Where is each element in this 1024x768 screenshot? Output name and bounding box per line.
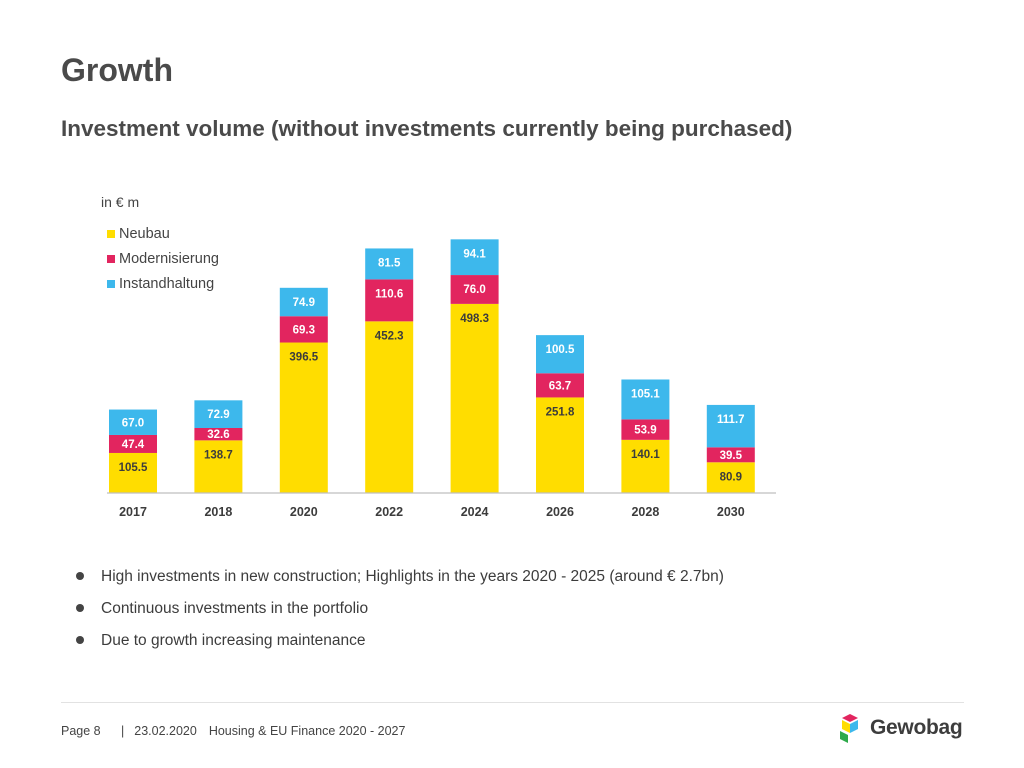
- bullet-item: Continuous investments in the portfolio: [76, 598, 776, 620]
- bar-instandhaltung-2017: [109, 409, 157, 435]
- x-tick-label-2030: 2030: [717, 505, 745, 519]
- x-tick-label-2018: 2018: [204, 505, 232, 519]
- unit-label: in € m: [101, 194, 140, 210]
- bar-instandhaltung-2026: [536, 335, 584, 374]
- bullet-item: High investments in new construction; Hi…: [76, 566, 776, 588]
- bar-neubau-2022: [365, 321, 414, 493]
- bar-modernisierung-2026: [536, 373, 584, 398]
- data-label-modernisierung-2020: 69.3: [293, 324, 315, 336]
- data-label-modernisierung-2030: 39.5: [720, 450, 743, 462]
- data-label-neubau-2018: 138.7: [204, 449, 233, 461]
- data-label-modernisierung-2024: 76.0: [463, 284, 485, 296]
- bullet-text: Due to growth increasing maintenance: [101, 632, 366, 649]
- bullet-dot-icon: [76, 572, 84, 580]
- legend-item-neubau: Neubau: [107, 221, 219, 246]
- bullet-dot-icon: [76, 636, 84, 644]
- data-label-modernisierung-2026: 63.7: [549, 380, 571, 392]
- bar-neubau-2018: [194, 440, 243, 493]
- data-label-instandhaltung-2022: 81.5: [378, 257, 401, 269]
- bar-neubau-2020: [279, 342, 328, 493]
- bar-instandhaltung-2030: [706, 404, 755, 448]
- bar-instandhaltung-2028: [621, 379, 670, 420]
- chart-legend: Neubau Modernisierung Instandhaltung: [107, 221, 219, 296]
- bar-modernisierung-2018: [194, 427, 243, 441]
- legend-label-neubau: Neubau: [119, 225, 170, 242]
- page-title: Growth: [61, 52, 173, 88]
- legend-item-instandhaltung: Instandhaltung: [107, 271, 219, 296]
- bar-neubau-2030: [706, 462, 755, 493]
- x-tick-label-2024: 2024: [461, 505, 489, 519]
- footer-date: 23.02.2020: [134, 724, 197, 738]
- bar-instandhaltung-2018: [194, 400, 243, 428]
- bullet-item: Due to growth increasing maintenance: [76, 630, 776, 652]
- bar-modernisierung-2020: [279, 316, 328, 343]
- x-tick-label-2026: 2026: [546, 505, 574, 519]
- x-tick-label-2017: 2017: [119, 505, 147, 519]
- data-label-instandhaltung-2024: 94.1: [463, 248, 486, 260]
- x-tick-label-2020: 2020: [290, 505, 318, 519]
- footer-divider: [61, 702, 964, 703]
- bullet-dot-icon: [76, 604, 84, 612]
- chart-subtitle: Investment volume (without investments c…: [61, 116, 793, 141]
- bar-modernisierung-2030: [706, 447, 755, 463]
- footer-event: Housing & EU Finance 2020 - 2027: [208, 724, 406, 738]
- bar-neubau-2028: [621, 439, 670, 493]
- bullet-text: High investments in new construction; Hi…: [101, 568, 724, 585]
- data-label-neubau-2028: 140.1: [631, 449, 660, 461]
- footer-page-number: Page 8: [61, 724, 101, 738]
- gewobag-logo: Gewobag: [836, 712, 963, 744]
- bar-modernisierung-2028: [621, 419, 670, 440]
- bar-instandhaltung-2024: [450, 239, 499, 276]
- logo-text: Gewobag: [870, 716, 963, 739]
- data-label-neubau-2020: 396.5: [289, 352, 318, 364]
- data-label-neubau-2030: 80.9: [720, 471, 742, 483]
- x-tick-label-2022: 2022: [375, 505, 403, 519]
- data-label-modernisierung-2028: 53.9: [634, 425, 656, 437]
- bullet-text: Continuous investments in the portfolio: [101, 600, 369, 617]
- bar-instandhaltung-2022: [365, 248, 414, 280]
- bar-instandhaltung-2020: [279, 287, 328, 317]
- bar-neubau-2017: [109, 452, 157, 493]
- data-label-neubau-2017: 105.5: [119, 462, 148, 474]
- data-label-instandhaltung-2020: 74.9: [293, 297, 315, 309]
- data-label-neubau-2024: 498.3: [460, 313, 489, 325]
- bullet-list: High investments in new construction; Hi…: [76, 566, 776, 662]
- legend-label-instandhaltung: Instandhaltung: [119, 275, 215, 292]
- data-label-instandhaltung-2030: 111.7: [717, 414, 745, 426]
- legend-item-modernisierung: Modernisierung: [107, 246, 219, 271]
- legend-swatch-instandhaltung: [107, 279, 115, 288]
- data-label-modernisierung-2018: 32.6: [207, 429, 229, 441]
- legend-swatch-neubau: [107, 229, 115, 238]
- data-label-instandhaltung-2018: 72.9: [207, 409, 229, 421]
- bar-neubau-2026: [536, 397, 584, 493]
- legend-label-modernisierung: Modernisierung: [119, 250, 219, 267]
- x-tick-label-2028: 2028: [631, 505, 659, 519]
- legend-swatch-modernisierung: [107, 254, 115, 263]
- footer: Page 8 | 23.02.2020 Housing & EU Finance…: [61, 724, 405, 738]
- bar-neubau-2024: [450, 303, 499, 493]
- data-label-instandhaltung-2026: 100.5: [546, 344, 575, 356]
- data-label-instandhaltung-2028: 105.1: [631, 388, 660, 400]
- footer-separator: |: [121, 724, 125, 738]
- data-label-modernisierung-2022: 110.6: [375, 288, 403, 300]
- bar-modernisierung-2017: [109, 434, 157, 453]
- data-label-neubau-2022: 452.3: [375, 330, 404, 342]
- data-label-neubau-2026: 251.8: [546, 406, 575, 418]
- bar-modernisierung-2022: [365, 279, 414, 322]
- gewobag-cube-icon: [840, 714, 858, 743]
- bar-modernisierung-2024: [450, 275, 499, 304]
- data-label-modernisierung-2017: 47.4: [122, 439, 145, 451]
- data-label-instandhaltung-2017: 67.0: [122, 417, 144, 429]
